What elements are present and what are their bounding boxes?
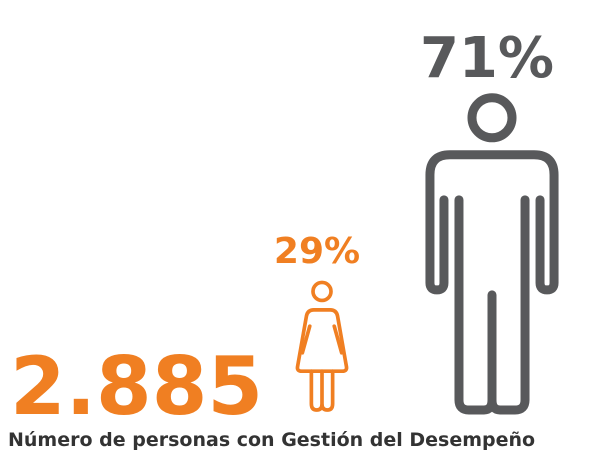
percent-label: 71%: [420, 26, 554, 91]
caption: Número de personas con Gestión del Desem…: [8, 429, 535, 451]
icon-part: [467, 93, 517, 143]
total-number: 2.885: [10, 340, 263, 433]
icon-part: [309, 369, 335, 412]
person-icon: [295, 280, 349, 412]
icon-part: [295, 308, 349, 374]
person-icon: [425, 93, 559, 415]
icon-part: [311, 280, 333, 303]
percent-label: 29%: [274, 231, 360, 272]
icon-part: [300, 324, 344, 355]
icon-part: [454, 195, 530, 415]
icon-part: [425, 150, 559, 295]
